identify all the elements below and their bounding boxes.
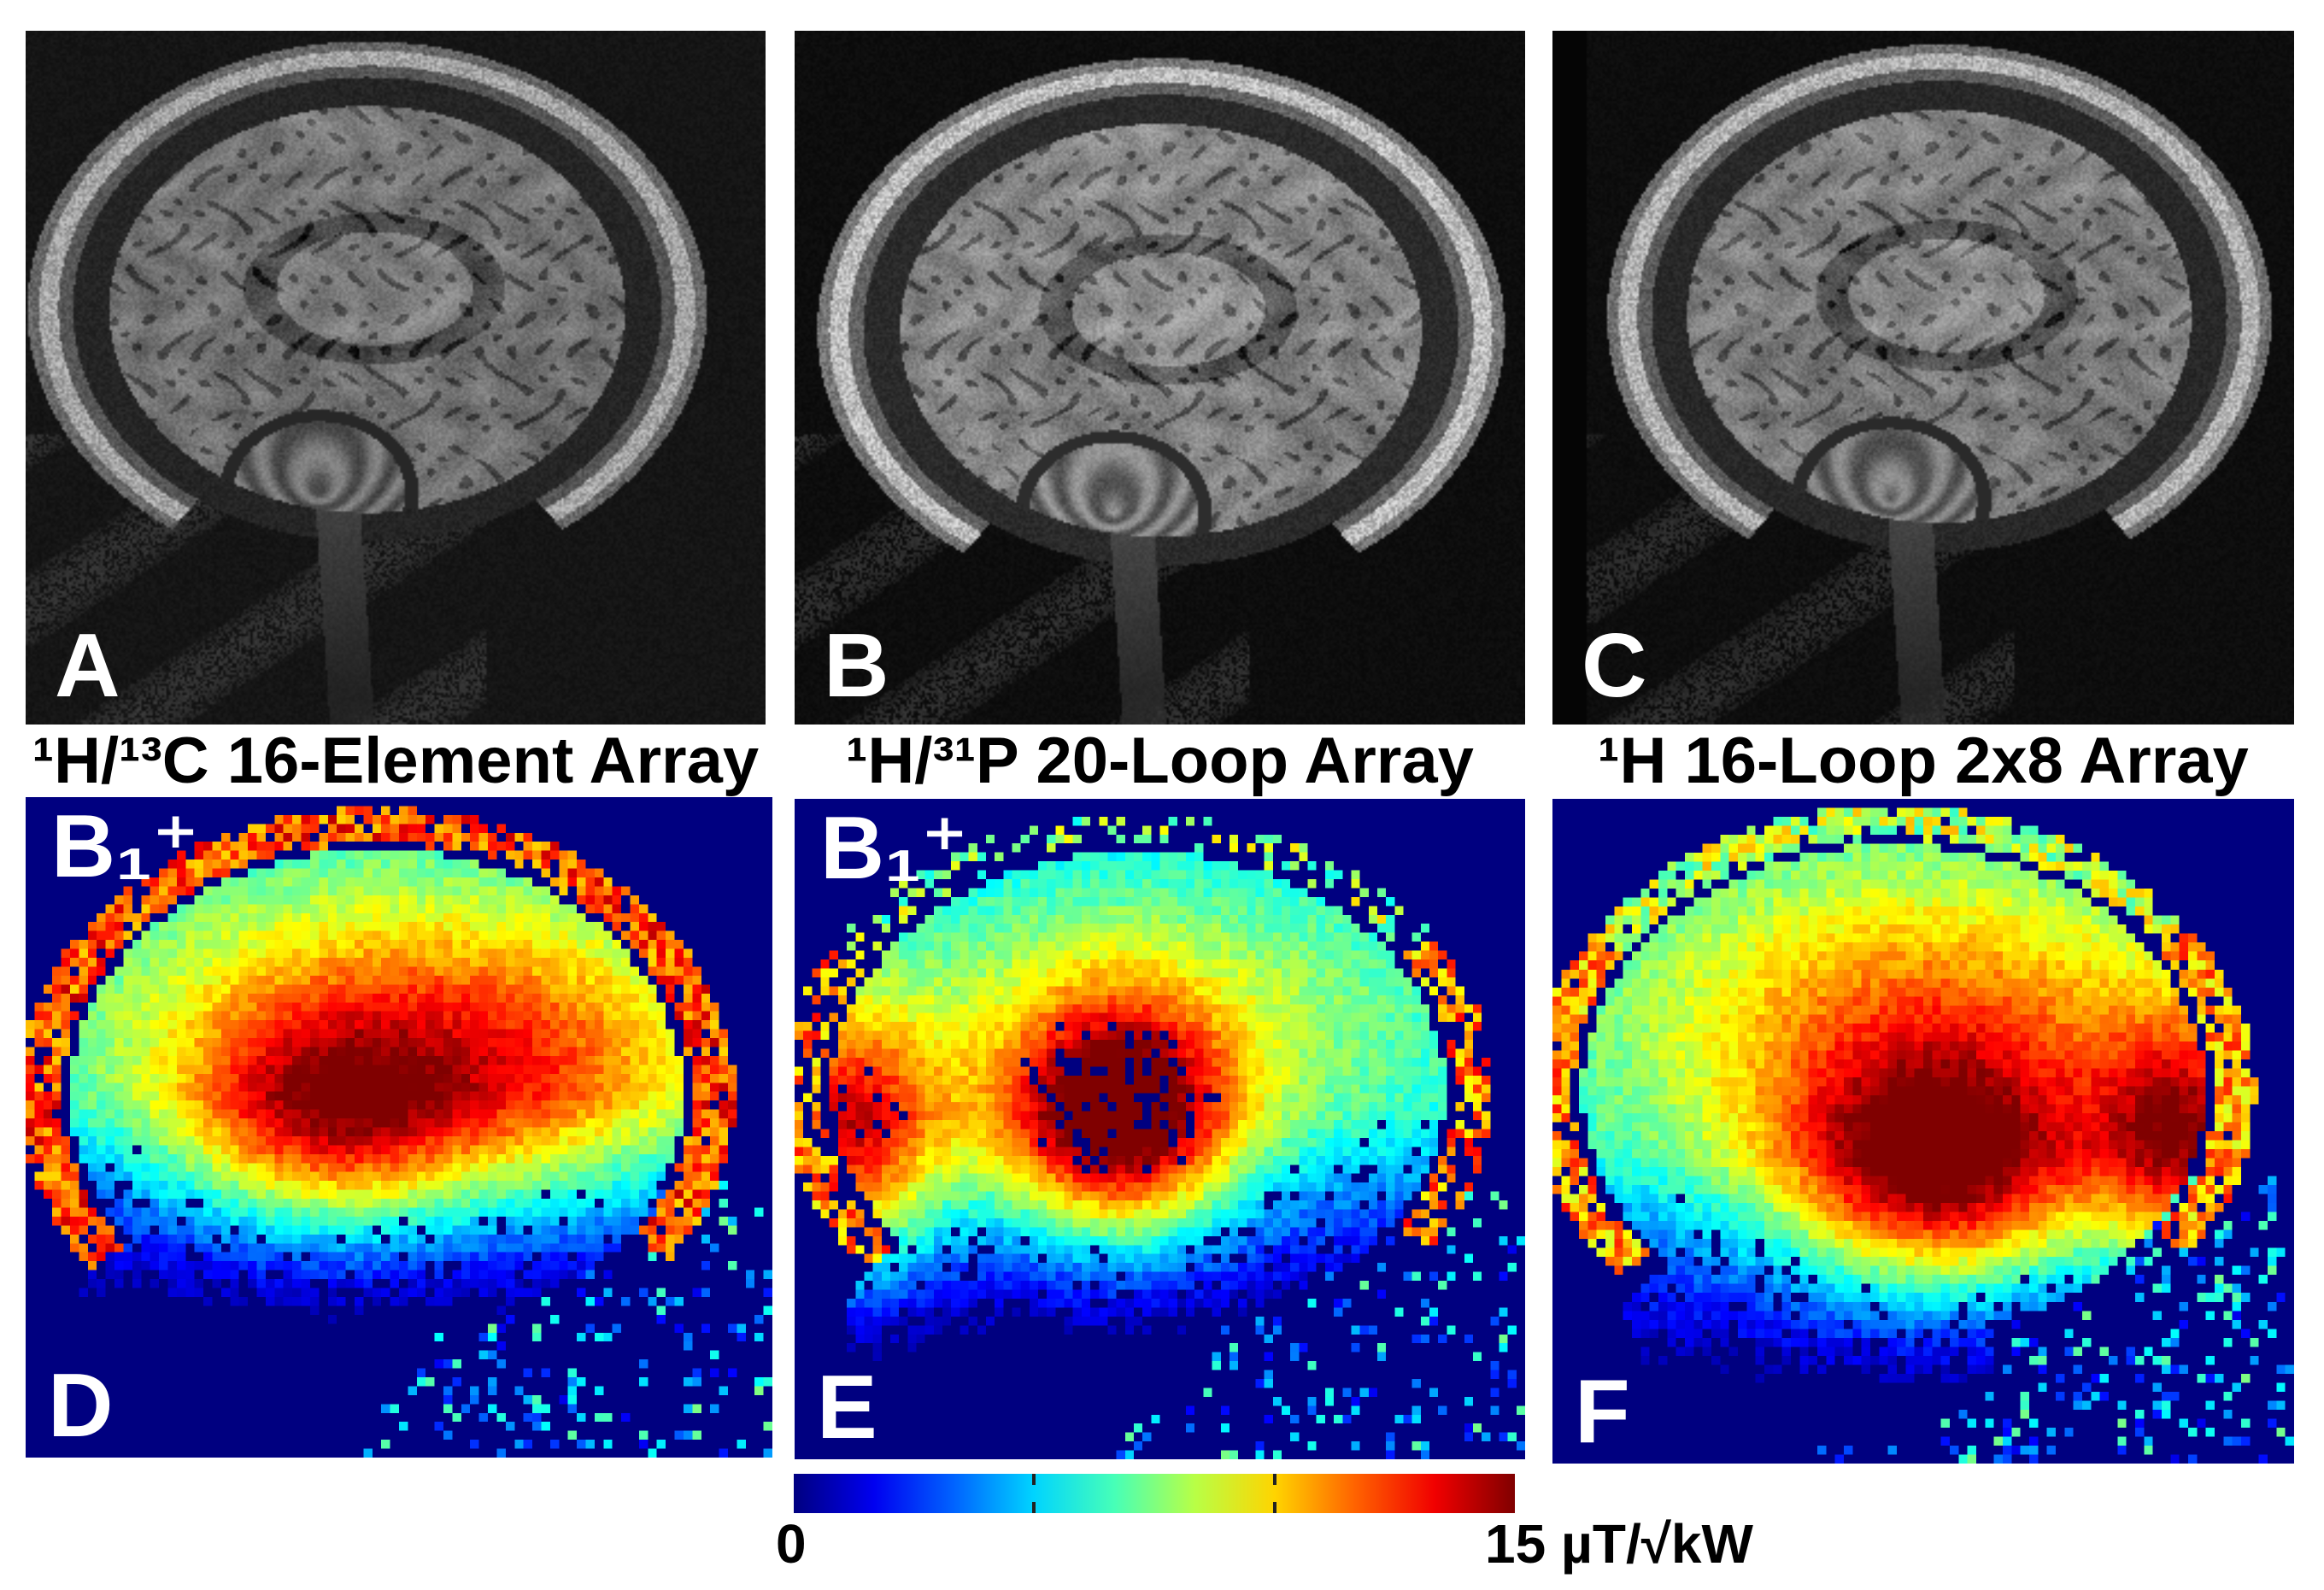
caption-array-a: ¹H/¹³C 16-Element Array <box>32 725 760 797</box>
colorbar-max-label: 15 µT/√kW <box>1485 1513 1753 1575</box>
mri-image-a <box>26 31 766 725</box>
mri-panel-a: A <box>26 31 766 725</box>
caption-array-c: ¹H 16-Loop 2x8 Array <box>1598 725 2249 797</box>
colorbar-tick <box>1032 1474 1036 1485</box>
panel-letter-d: D <box>48 1355 114 1456</box>
b1-plus-label-d: B₁⁺ <box>51 797 200 896</box>
mri-image-c <box>1552 31 2294 725</box>
mri-panel-b: B <box>795 31 1525 725</box>
b1-map-image-e <box>795 799 1525 1459</box>
colorbar <box>794 1474 1515 1513</box>
b1-map-panel-f: F <box>1552 799 2294 1464</box>
mri-panel-c: C <box>1552 31 2294 725</box>
b1-map-image-d <box>26 797 772 1458</box>
mri-image-b <box>795 31 1525 725</box>
colorbar-tick <box>1272 1474 1276 1485</box>
panel-letter-a: A <box>55 615 120 716</box>
b1-map-image-f <box>1552 799 2294 1464</box>
panel-letter-e: E <box>817 1357 877 1458</box>
colorbar-min-label: 0 <box>776 1513 807 1575</box>
panel-letter-f: F <box>1575 1361 1630 1462</box>
colorbar-tick <box>1032 1502 1036 1513</box>
panel-letter-c: C <box>1582 615 1647 716</box>
b1-plus-label-e: B₁⁺ <box>820 799 969 898</box>
b1-map-panel-e: B₁⁺ E <box>795 799 1525 1459</box>
panel-letter-b: B <box>824 615 889 716</box>
colorbar-tick <box>1272 1502 1276 1513</box>
caption-array-b: ¹H/³¹P 20-Loop Array <box>846 725 1474 797</box>
b1-map-panel-d: B₁⁺ D <box>26 797 772 1458</box>
